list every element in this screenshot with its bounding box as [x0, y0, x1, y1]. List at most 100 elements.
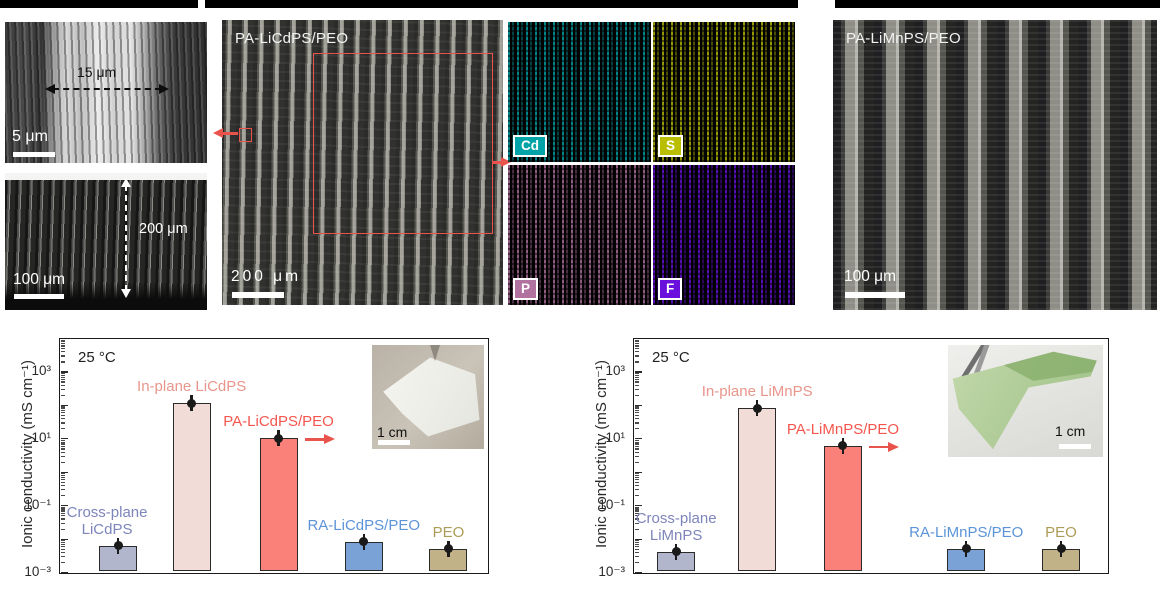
y-minor-tick	[634, 408, 639, 410]
scale-bar-100um	[14, 294, 64, 299]
panel-c-title: PA-LiMnPS/PEO	[846, 30, 961, 47]
arrow-head-up-icon	[121, 178, 131, 187]
y-minor-tick	[60, 518, 65, 520]
y-minor-tick	[60, 479, 65, 481]
y-minor-tick	[60, 489, 65, 491]
y-minor-tick	[634, 445, 639, 447]
y-minor-tick	[60, 372, 65, 375]
y-minor-tick	[634, 461, 639, 463]
y-minor-tick	[60, 345, 65, 347]
y-minor-tick	[60, 384, 65, 386]
inset-pointer-arrow-icon	[323, 434, 335, 445]
y-minor-tick	[634, 414, 639, 417]
y-minor-tick	[634, 422, 639, 424]
y-minor-tick	[60, 418, 65, 420]
inset-scale-text: 1 cm	[1055, 423, 1086, 439]
y-minor-tick	[60, 474, 65, 477]
y-minor-tick	[634, 341, 639, 343]
y-major-tick	[634, 404, 642, 407]
membrane-photo-inset: 1 cm	[372, 345, 484, 449]
y-minor-tick	[634, 443, 639, 445]
scale-text-100um-c: 100 μm	[844, 268, 897, 285]
panel-b-title: PA-LiCdPS/PEO	[235, 30, 349, 47]
zoom-connector-line	[222, 132, 238, 135]
y-major-tick	[60, 371, 68, 373]
y-major-tick	[60, 538, 68, 540]
eds-connector-line	[492, 161, 502, 164]
scale-bar-100um-c	[845, 292, 905, 298]
scale-text-5um: 5 μm	[12, 128, 48, 145]
y-minor-tick	[60, 556, 65, 558]
y-minor-tick	[634, 345, 639, 347]
y-minor-tick	[60, 388, 65, 391]
y-minor-tick	[634, 455, 639, 457]
y-minor-tick	[634, 543, 639, 545]
y-major-tick	[634, 538, 642, 540]
y-minor-tick	[60, 515, 65, 517]
y-minor-tick	[634, 376, 639, 378]
y-minor-tick	[634, 510, 639, 512]
y-minor-tick	[60, 410, 65, 412]
y-minor-tick	[60, 422, 65, 424]
eds-map-cd: Cd	[508, 22, 651, 162]
bar-label-cross-plane-licdps: Cross-plane LiCdPS	[66, 503, 148, 538]
y-major-tick	[634, 572, 642, 574]
y-minor-tick	[634, 512, 639, 514]
y-minor-tick	[634, 508, 639, 510]
y-minor-tick	[634, 410, 639, 412]
bar-pa-licdps-peo	[259, 438, 298, 571]
y-tick-label: 10⁻³	[24, 564, 51, 579]
eds-map-p: P	[508, 165, 651, 305]
y-minor-tick	[60, 441, 65, 443]
y-minor-tick	[634, 441, 639, 443]
y-minor-tick	[634, 439, 639, 441]
y-minor-tick	[60, 355, 65, 357]
y-minor-tick	[634, 372, 639, 375]
sem-image-cross-section: 200 μm 100 μm	[5, 173, 207, 310]
y-minor-tick	[60, 522, 65, 524]
y-minor-tick	[60, 510, 65, 512]
scale-bar-5um	[13, 152, 55, 157]
y-minor-tick	[60, 376, 65, 378]
y-minor-tick	[60, 448, 65, 450]
y-minor-tick	[634, 378, 639, 381]
y-minor-tick	[634, 506, 639, 508]
y-minor-tick	[634, 548, 639, 550]
y-minor-tick	[60, 361, 65, 363]
tweezer-tip-icon	[430, 345, 441, 361]
y-minor-tick	[634, 518, 639, 520]
inset-scale-bar	[378, 440, 410, 445]
data-point	[443, 544, 453, 554]
y-minor-tick	[634, 556, 639, 558]
y-minor-tick	[634, 418, 639, 420]
y-minor-tick	[60, 412, 65, 414]
y-minor-tick	[634, 343, 639, 345]
bar-in-plane-limnps	[738, 408, 777, 571]
bar-label-cross-plane-limnps: Cross-plane LiMnPS	[635, 509, 717, 544]
bar-label-pa-limnps-peo: PA-LiMnPS/PEO	[786, 420, 900, 438]
y-minor-tick	[634, 495, 639, 497]
y-minor-tick	[634, 474, 639, 477]
bar-label-ra-licdps-peo: RA-LiCdPS/PEO	[307, 516, 420, 534]
data-point	[359, 537, 369, 547]
y-minor-tick	[60, 461, 65, 463]
y-tick-label: 10³	[605, 363, 625, 379]
y-minor-tick	[634, 485, 639, 487]
y-minor-tick	[60, 506, 65, 508]
y-minor-tick	[60, 473, 65, 475]
arrow-head-right-icon	[159, 84, 169, 94]
y-minor-tick	[634, 394, 639, 396]
y-tick-label: 10¹	[31, 430, 51, 446]
y-major-tick	[634, 505, 642, 507]
y-minor-tick	[60, 394, 65, 396]
data-point	[1056, 544, 1066, 554]
y-minor-tick	[634, 381, 639, 383]
inset-scale-text: 1 cm	[377, 424, 408, 440]
y-minor-tick	[634, 374, 639, 376]
y-minor-tick	[60, 545, 65, 548]
y-minor-tick	[60, 512, 65, 514]
eds-element-label-f: F	[658, 278, 683, 300]
sem-image-pa-limnps-peo: PA-LiMnPS/PEO 100 μm	[833, 20, 1157, 310]
y-minor-tick	[634, 428, 639, 430]
